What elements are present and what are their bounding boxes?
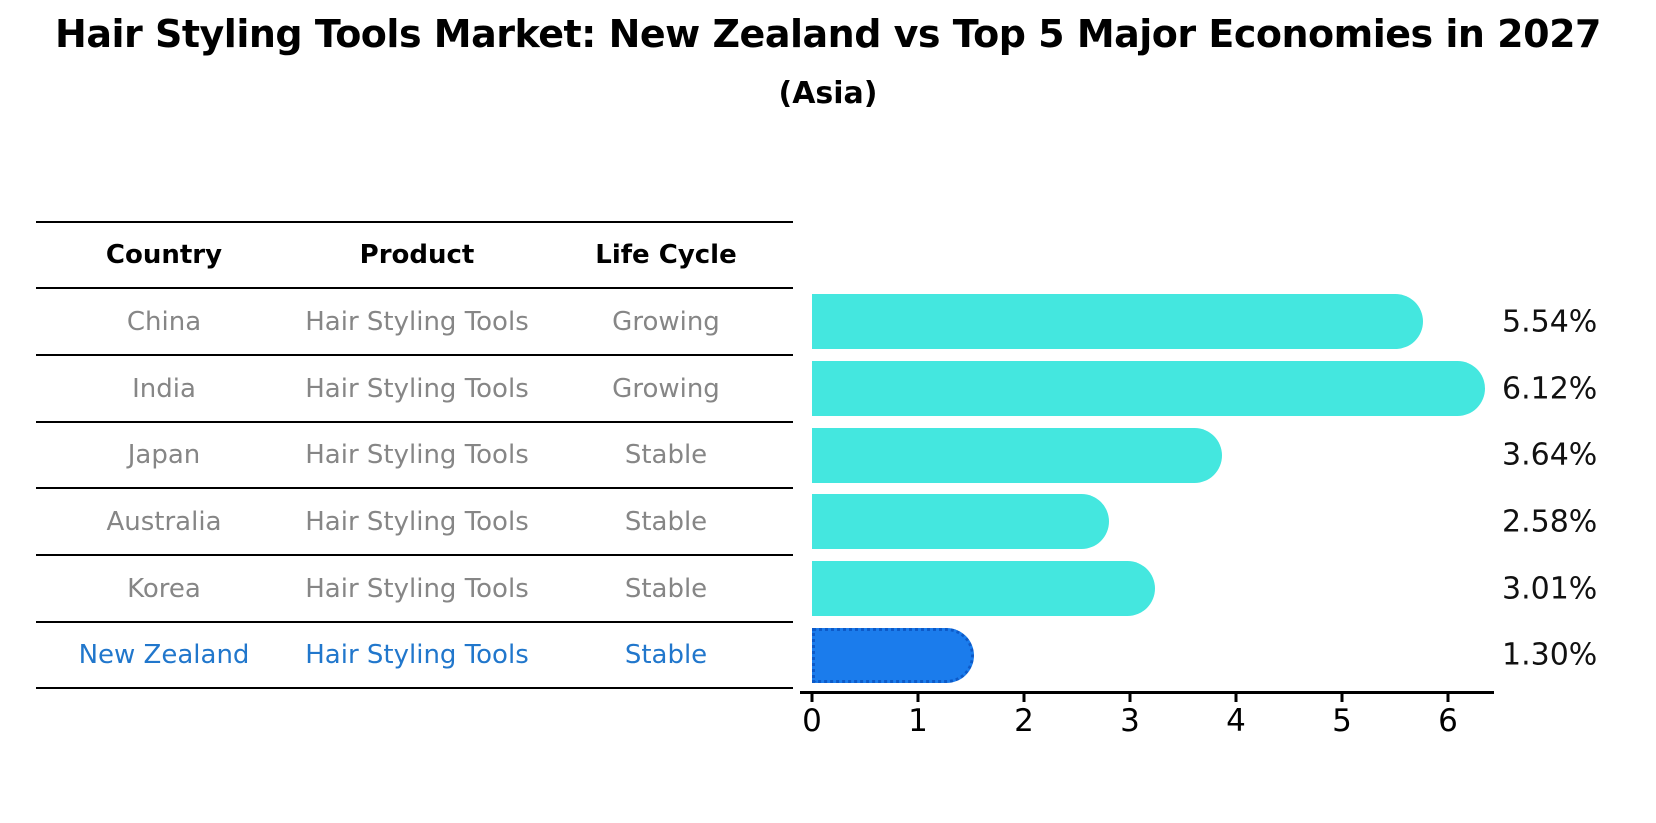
x-tick-label: 1: [908, 703, 928, 739]
cell-country: New Zealand: [78, 640, 250, 670]
x-tick-mark: [1234, 691, 1238, 702]
column-header-product: Product: [359, 240, 475, 270]
cell-lifecycle: Growing: [612, 307, 720, 337]
cell-product: Hair Styling Tools: [305, 374, 529, 404]
table-border-top: [36, 221, 793, 223]
cell-lifecycle: Growing: [612, 374, 720, 404]
column-header-country: Country: [105, 240, 223, 270]
table-row-divider: [36, 621, 793, 623]
x-tick-label: 2: [1014, 703, 1034, 739]
table-row-divider: [36, 554, 793, 556]
value-label: 2.58%: [1502, 504, 1598, 540]
value-label: 5.54%: [1502, 304, 1598, 340]
value-label: 3.01%: [1502, 571, 1598, 607]
x-tick-mark: [1340, 691, 1344, 702]
chart-title: Hair Styling Tools Market: New Zealand v…: [55, 12, 1601, 56]
table-row-divider: [36, 487, 793, 489]
cell-country: China: [126, 307, 202, 337]
cell-product: Hair Styling Tools: [305, 440, 529, 470]
cell-lifecycle: Stable: [624, 440, 708, 470]
bar-india: [812, 361, 1485, 416]
bar-japan: [812, 428, 1222, 483]
table-row-divider: [36, 354, 793, 356]
value-label: 6.12%: [1502, 371, 1598, 407]
bar-new-zealand: [812, 628, 974, 683]
cell-lifecycle: Stable: [624, 574, 708, 604]
table-header-divider: [36, 287, 793, 289]
x-tick-label: 3: [1120, 703, 1140, 739]
cell-lifecycle: Stable: [624, 640, 708, 670]
cell-country: Japan: [127, 440, 201, 470]
chart-subtitle: (Asia): [778, 76, 878, 111]
table-border-bottom: [36, 687, 793, 689]
value-label: 3.64%: [1502, 437, 1598, 473]
x-tick-label: 4: [1226, 703, 1246, 739]
x-tick-mark: [916, 691, 920, 702]
cell-product: Hair Styling Tools: [305, 640, 529, 670]
x-tick-mark: [1446, 691, 1450, 702]
cell-country: India: [132, 374, 196, 404]
bar-australia: [812, 494, 1110, 549]
x-tick-mark: [1128, 691, 1132, 702]
cell-product: Hair Styling Tools: [305, 574, 529, 604]
bar-korea: [812, 561, 1156, 616]
x-tick-label: 0: [802, 703, 822, 739]
column-header-lifecycle: Life Cycle: [595, 240, 737, 270]
table-row-divider: [36, 421, 793, 423]
value-label: 1.30%: [1502, 637, 1598, 673]
cell-product: Hair Styling Tools: [305, 307, 529, 337]
cell-product: Hair Styling Tools: [305, 507, 529, 537]
cell-lifecycle: Stable: [624, 507, 708, 537]
x-tick-label: 5: [1332, 703, 1352, 739]
x-tick-mark: [810, 691, 814, 702]
x-axis-line: [800, 691, 1494, 694]
bar-china: [812, 294, 1424, 349]
cell-country: Australia: [106, 507, 222, 537]
cell-country: Korea: [127, 574, 201, 604]
x-tick-label: 6: [1438, 703, 1458, 739]
x-tick-mark: [1022, 691, 1026, 702]
